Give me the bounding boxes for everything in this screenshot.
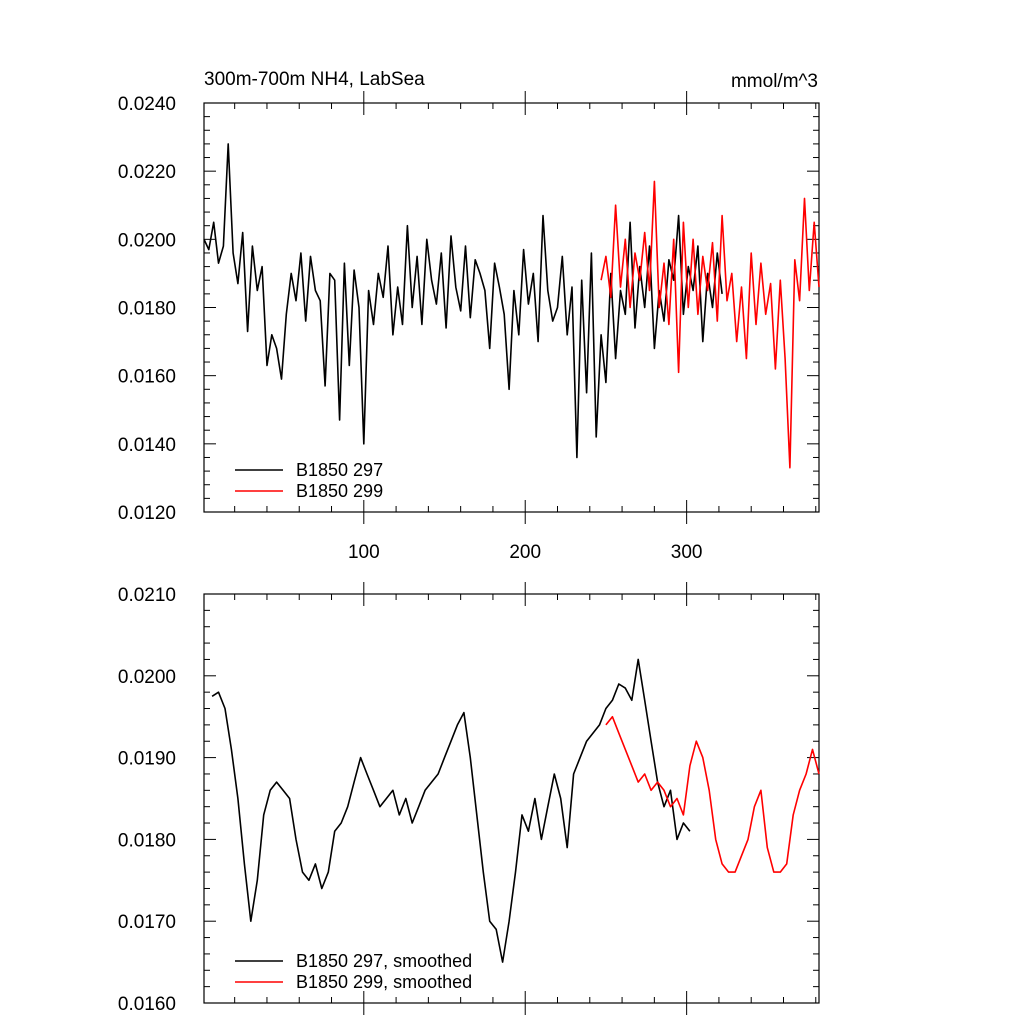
y-tick-label: 0.0160	[118, 367, 176, 388]
legend-label-b1850-299-smoothed: B1850 299, smoothed	[296, 972, 472, 992]
bottom-legend: B1850 297, smoothed B1850 299, smoothed	[235, 951, 472, 992]
bottom-plot-frame	[203, 593, 820, 1004]
bottom-chart-panel: 0.0160 0.0170 0.0180 0.0190 0.0200 0.0210 B18…	[118, 582, 820, 1015]
top-legend: B1850 297 B1850 299	[235, 460, 383, 501]
top-y-tick-labels: 0.0120 0.0140 0.0160 0.0180 0.0200 0.0220 0.02…	[118, 94, 176, 524]
y-tick-label: 0.0200	[118, 667, 176, 688]
y-tick-label: 0.0180	[118, 830, 176, 851]
bottom-axis-ticks	[204, 582, 819, 1015]
bottom-y-tick-labels: 0.0160 0.0170 0.0180 0.0190 0.0200 0.0210	[118, 585, 176, 1015]
y-tick-label: 0.0170	[118, 912, 176, 933]
y-tick-label: 0.0200	[118, 230, 176, 251]
y-tick-label: 0.0120	[118, 503, 176, 524]
y-tick-label: 0.0240	[118, 94, 176, 115]
units-label: mmol/m^3	[731, 71, 818, 92]
series-line-b1850-297-smoothed	[211, 658, 691, 963]
series-line-b1850-299-smoothed	[605, 715, 820, 873]
series-line-b1850-297	[203, 143, 723, 459]
x-tick-label: 100	[348, 542, 380, 563]
legend-label-b1850-297-smoothed: B1850 297, smoothed	[296, 951, 472, 971]
chart-title: 300m-700m NH4, LabSea	[204, 69, 425, 90]
bottom-series-lines	[211, 658, 820, 963]
legend-label-b1850-299: B1850 299	[296, 481, 383, 501]
y-tick-label: 0.0210	[118, 585, 176, 606]
y-tick-label: 0.0190	[118, 749, 176, 770]
top-chart-panel: 300m-700m NH4, LabSea mmol/m^3 0.01200.0…	[118, 69, 820, 563]
top-plot-frame	[203, 102, 820, 513]
x-tick-label: 200	[509, 542, 541, 563]
y-tick-label: 0.0160	[118, 994, 176, 1015]
top-x-tick-labels: 100 200 300	[348, 542, 703, 563]
series-line-b1850-299	[600, 180, 820, 469]
y-tick-label: 0.0180	[118, 299, 176, 320]
legend-label-b1850-297: B1850 297	[296, 460, 383, 480]
top-series-lines	[203, 143, 820, 469]
x-tick-label: 300	[671, 542, 703, 563]
y-tick-label: 0.0140	[118, 435, 176, 456]
top-axis-ticks	[204, 91, 819, 524]
y-tick-label: 0.0220	[118, 162, 176, 183]
